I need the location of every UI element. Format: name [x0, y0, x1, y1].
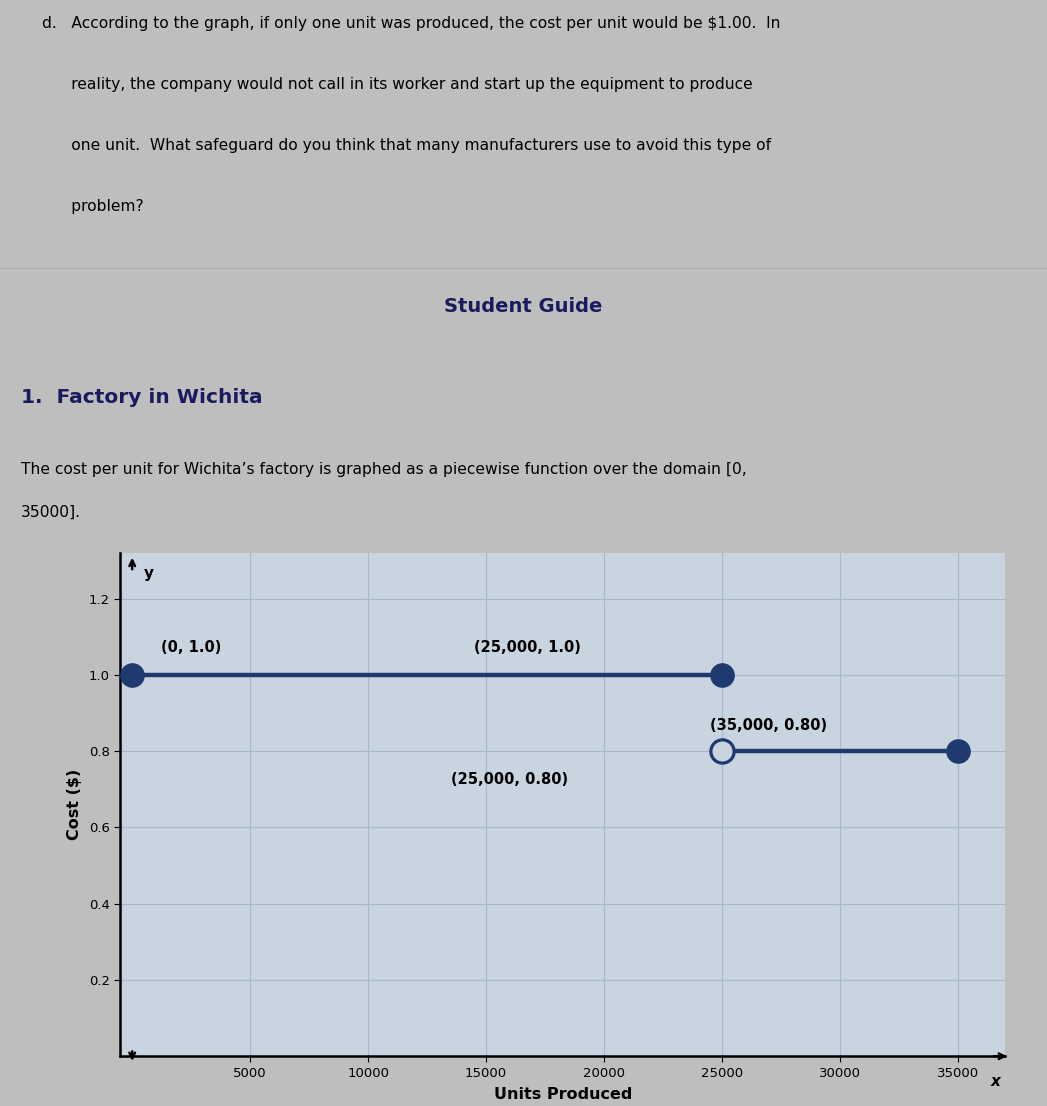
Text: problem?: problem?	[42, 199, 143, 215]
Text: Student Guide: Student Guide	[444, 298, 603, 316]
Text: y: y	[144, 566, 154, 582]
Point	[124, 666, 140, 684]
Text: 1.  Factory in Wichita: 1. Factory in Wichita	[21, 387, 263, 407]
Text: (0, 1.0): (0, 1.0)	[160, 640, 221, 655]
Y-axis label: Cost ($): Cost ($)	[67, 769, 82, 841]
Text: The cost per unit for Wichita’s factory is graphed as a piecewise function over : The cost per unit for Wichita’s factory …	[21, 462, 747, 477]
Text: 35000].: 35000].	[21, 504, 81, 520]
Text: (25,000, 0.80): (25,000, 0.80)	[450, 772, 567, 787]
Point	[714, 742, 731, 760]
X-axis label: Units Produced: Units Produced	[493, 1086, 632, 1102]
Text: (25,000, 1.0): (25,000, 1.0)	[474, 640, 581, 655]
Text: one unit.  What safeguard do you think that many manufacturers use to avoid this: one unit. What safeguard do you think th…	[42, 138, 771, 153]
Text: d.   According to the graph, if only one unit was produced, the cost per unit wo: d. According to the graph, if only one u…	[42, 15, 780, 31]
Text: reality, the company would not call in its worker and start up the equipment to : reality, the company would not call in i…	[42, 77, 753, 92]
Text: x: x	[990, 1074, 1001, 1088]
Text: (35,000, 0.80): (35,000, 0.80)	[710, 718, 827, 733]
Point	[950, 742, 966, 760]
Point	[714, 666, 731, 684]
